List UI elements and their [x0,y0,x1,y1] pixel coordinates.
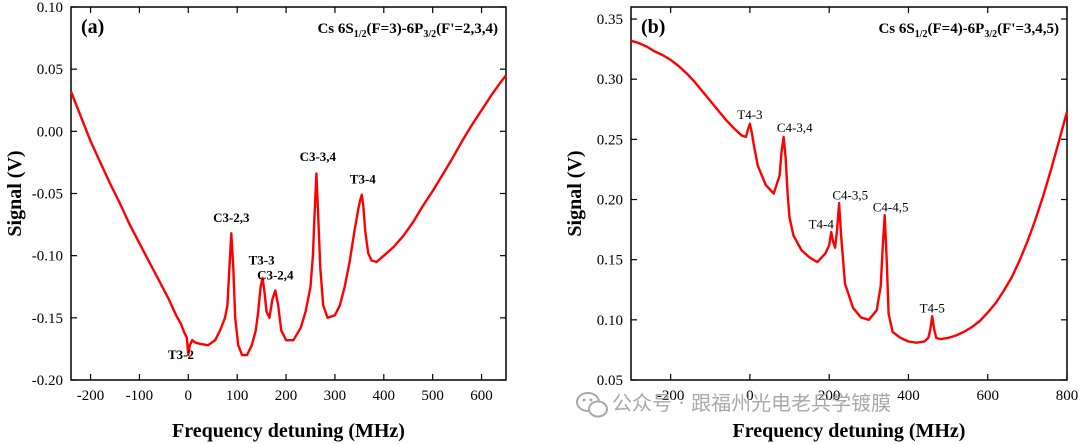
y-tick-label: 0.30 [597,72,623,88]
peak-annotation: C3-2,3 [213,210,250,225]
peak-annotation: T3-3 [249,252,276,267]
chart-title-part: 3/2 [423,29,436,40]
x-tick-label: 400 [897,388,920,404]
y-tick-label: -0.10 [32,249,63,265]
panel-b-chart: -200 0 200 400 600 800 0.05 0.10 0.15 0.20 0.25 0.3… [564,6,1079,442]
chart-title-part: Cs 6S [878,21,914,37]
peak-annotation: T4-3 [737,107,762,122]
chart-title-part: (F'=3,4,5) [997,21,1059,37]
x-tick-label: -200 [657,388,685,404]
y-axis-label: Signal (V) [4,150,26,236]
y-tick-label: 0.10 [597,313,623,329]
y-tick-label: 0.05 [37,62,63,78]
x-tick-label: -200 [77,388,105,404]
x-tick-label: 0 [185,388,193,404]
plot-frame [70,6,507,381]
y-tick-label: -0.20 [32,373,63,389]
x-tick-label: 400 [373,388,396,404]
chart-title-part: (F=4)-6P [927,21,984,37]
x-tick-label: 200 [275,388,298,404]
peak-annotation: T3-4 [350,172,377,187]
signal-line [69,74,507,357]
peak-annotation: T4-5 [920,301,945,316]
x-tick-label: 0 [746,388,754,404]
peak-annotation: C3-2,4 [257,267,294,282]
x-tick-label: 300 [324,388,347,404]
signal-line [630,39,1069,344]
x-tick-label: 600 [976,388,999,404]
x-axis-label: Frequency detuning (MHz) [733,420,966,442]
panel-label: (a) [81,16,104,38]
plot-frame [630,6,1068,381]
x-tick-label: 600 [470,388,493,404]
y-tick-label: 0.00 [37,124,63,140]
chart-title-part: Cs 6S [317,21,353,37]
chart-title: Cs 6S1/2(F=4)-6P3/2(F'=3,4,5) [878,21,1059,40]
chart-title-part: 3/2 [984,29,997,40]
y-tick-label: 0.35 [597,12,623,28]
chart-title: Cs 6S1/2(F=3)-6P3/2(F'=2,3,4) [317,21,498,40]
chart-title-part: (F'=2,3,4) [436,21,498,37]
wechat-icon [576,392,608,418]
x-axis-label: Frequency detuning (MHz) [172,420,405,442]
peak-annotation: C4-3,5 [832,188,868,203]
chart-title-part: 1/2 [915,29,928,40]
x-tick-label: 800 [1056,388,1079,404]
y-tick-label: -0.15 [32,311,63,327]
peak-annotation: T3-2 [168,347,194,362]
peak-annotation: C3-3,4 [300,149,337,164]
chart-title-part: (F=3)-6P [366,21,423,37]
x-tick-label: -100 [126,388,154,404]
panel-label: (b) [641,16,665,38]
y-tick-label: -0.05 [32,187,63,203]
x-tick-label: 500 [421,388,444,404]
watermark-text: 公众号 · 跟福州光电老兵学镀膜 [612,391,891,415]
x-tick-label: 100 [226,388,249,404]
peak-annotation: T4-4 [809,216,835,231]
y-axis-label: Signal (V) [564,150,586,236]
watermark: 公众号 · 跟福州光电老兵学镀膜 [576,391,891,418]
chart-title-part: 1/2 [354,29,367,40]
y-tick-label: 0.10 [37,0,63,16]
y-tick-label: 0.20 [597,193,623,209]
y-tick-label: 0.15 [597,253,623,269]
y-tick-label: 0.25 [597,132,623,148]
peak-annotation: C4-4,5 [873,200,909,215]
y-tick-label: 0.05 [597,373,623,389]
x-tick-label: 200 [818,388,841,404]
peak-annotation: C4-3,4 [777,120,813,135]
panel-a-chart: -200 -100 0 100 200 300 400 500 600 -0.20 -0.15 -0.… [4,0,507,442]
